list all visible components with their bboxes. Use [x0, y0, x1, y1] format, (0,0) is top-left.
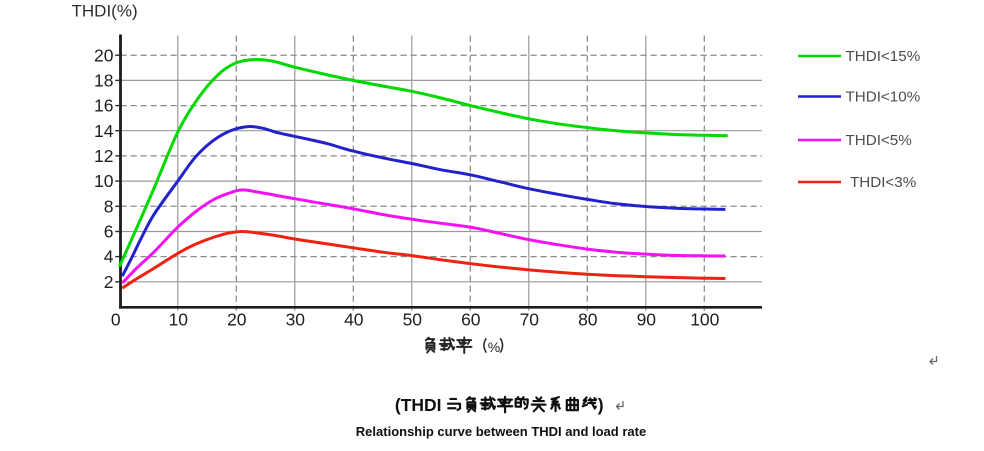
- svg-text:6: 6: [104, 222, 114, 242]
- svg-text:THDI<5%: THDI<5%: [846, 132, 912, 149]
- svg-text:(THDI: (THDI: [395, 395, 442, 415]
- svg-text:40: 40: [344, 310, 364, 330]
- svg-text:10: 10: [94, 171, 114, 191]
- svg-text:100: 100: [690, 310, 719, 330]
- svg-text:8: 8: [104, 196, 114, 216]
- svg-text:20: 20: [94, 45, 114, 65]
- svg-text:90: 90: [637, 310, 657, 330]
- svg-text:18: 18: [94, 71, 113, 91]
- svg-text:Relationship curve between THD: Relationship curve between THDI and load…: [356, 424, 646, 439]
- svg-text:12: 12: [94, 146, 113, 166]
- svg-text:THDI<10%: THDI<10%: [846, 89, 921, 106]
- svg-text:30: 30: [286, 310, 306, 330]
- svg-text:70: 70: [520, 310, 540, 330]
- svg-text:0: 0: [111, 310, 121, 330]
- svg-text:): ): [598, 395, 604, 415]
- svg-text:2: 2: [104, 272, 114, 292]
- svg-text:80: 80: [578, 310, 598, 330]
- svg-text:60: 60: [461, 310, 481, 330]
- svg-text:10: 10: [169, 310, 189, 330]
- svg-text:THDI<3%: THDI<3%: [850, 174, 916, 191]
- svg-text:50: 50: [403, 310, 423, 330]
- svg-text:4: 4: [104, 247, 114, 267]
- svg-text:14: 14: [94, 121, 114, 141]
- svg-text:%: %: [488, 339, 500, 355]
- svg-text:THDI(%): THDI(%): [72, 2, 138, 21]
- svg-text:16: 16: [94, 96, 113, 116]
- svg-text:THDI<15%: THDI<15%: [846, 48, 921, 65]
- svg-text:20: 20: [227, 310, 247, 330]
